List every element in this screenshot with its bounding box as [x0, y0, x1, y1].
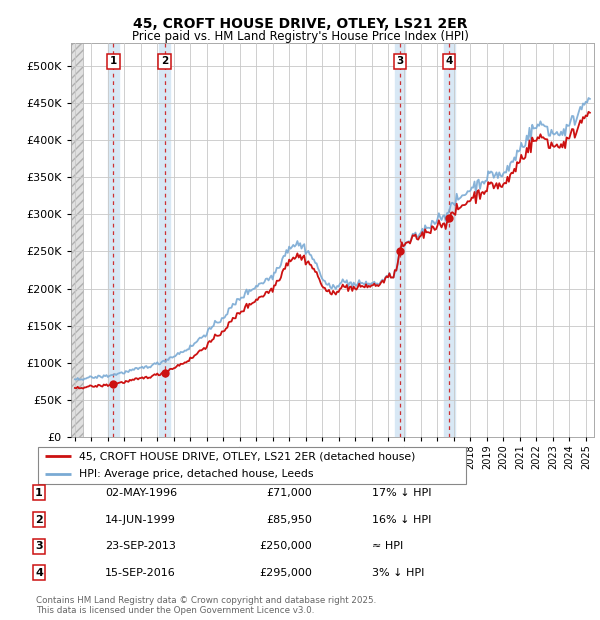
Bar — [108, 43, 119, 437]
Text: 1: 1 — [35, 488, 43, 498]
Text: 45, CROFT HOUSE DRIVE, OTLEY, LS21 2ER (detached house): 45, CROFT HOUSE DRIVE, OTLEY, LS21 2ER (… — [79, 451, 416, 461]
Text: 3: 3 — [397, 56, 404, 66]
Text: 23-SEP-2013: 23-SEP-2013 — [105, 541, 176, 551]
Text: 1: 1 — [110, 56, 117, 66]
Text: Price paid vs. HM Land Registry's House Price Index (HPI): Price paid vs. HM Land Registry's House … — [131, 30, 469, 43]
Bar — [444, 43, 455, 437]
Bar — [160, 43, 170, 437]
Text: 45, CROFT HOUSE DRIVE, OTLEY, LS21 2ER: 45, CROFT HOUSE DRIVE, OTLEY, LS21 2ER — [133, 17, 467, 32]
Text: 4: 4 — [445, 56, 453, 66]
Text: 2: 2 — [161, 56, 169, 66]
Text: 14-JUN-1999: 14-JUN-1999 — [105, 515, 176, 525]
Text: 3% ↓ HPI: 3% ↓ HPI — [372, 568, 424, 578]
Text: HPI: Average price, detached house, Leeds: HPI: Average price, detached house, Leed… — [79, 469, 314, 479]
Text: 3: 3 — [35, 541, 43, 551]
Text: £85,950: £85,950 — [266, 515, 312, 525]
Bar — [395, 43, 406, 437]
Text: 4: 4 — [35, 568, 43, 578]
Text: 02-MAY-1996: 02-MAY-1996 — [105, 488, 177, 498]
Text: 17% ↓ HPI: 17% ↓ HPI — [372, 488, 431, 498]
Text: 16% ↓ HPI: 16% ↓ HPI — [372, 515, 431, 525]
FancyBboxPatch shape — [38, 446, 466, 484]
Text: £250,000: £250,000 — [259, 541, 312, 551]
Text: ≈ HPI: ≈ HPI — [372, 541, 403, 551]
Text: £71,000: £71,000 — [266, 488, 312, 498]
Text: 15-SEP-2016: 15-SEP-2016 — [105, 568, 176, 578]
Text: £295,000: £295,000 — [259, 568, 312, 578]
Text: Contains HM Land Registry data © Crown copyright and database right 2025.
This d: Contains HM Land Registry data © Crown c… — [36, 596, 376, 615]
Text: 2: 2 — [35, 515, 43, 525]
